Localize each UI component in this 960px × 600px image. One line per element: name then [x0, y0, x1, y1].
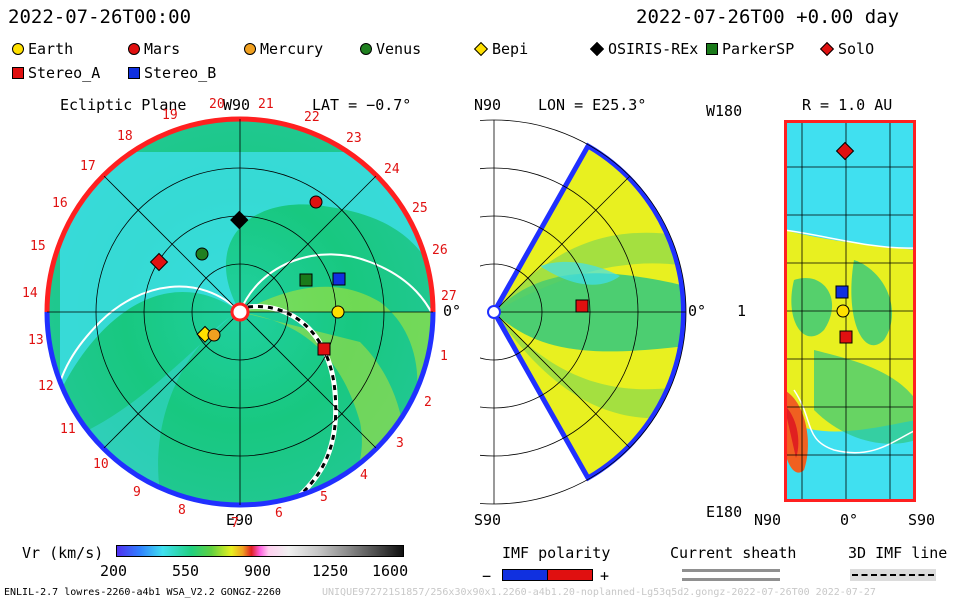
imf-3d-line-title: 3D IMF line — [848, 544, 948, 562]
meridional-right-label: 0° — [688, 302, 707, 320]
radial-bottom-left-label: E180 — [706, 503, 743, 521]
ecliptic-bottom-label: E90 — [226, 511, 254, 529]
ecliptic-plane-plot — [44, 116, 436, 508]
meridional-bottom-label: S90 — [474, 511, 502, 529]
radial-mid-left-label: 1 — [737, 302, 747, 320]
legend-venus: Venus — [360, 40, 421, 58]
ecliptic-lat-label: LAT = −0.7° — [312, 96, 412, 114]
colorbar-title: Vr (km/s) — [22, 544, 104, 562]
ecliptic-right-label: 0° — [443, 302, 462, 320]
legend-osiris-rex: OSIRIS-REx — [589, 40, 698, 58]
solo-marker-icon — [819, 41, 835, 57]
radial-x-label-n90: N90 — [754, 511, 782, 529]
osiris-rex-position — [230, 210, 249, 230]
velocity-colorbar — [116, 545, 404, 557]
datetime-left: 2022-07-26T00:00 — [8, 6, 192, 28]
imf-plus-label: + — [600, 567, 610, 585]
radial-x-label-0: 0° — [840, 511, 859, 529]
legend-earth: Earth — [12, 40, 73, 58]
osiris-rex-marker-icon — [589, 41, 605, 57]
venus-marker-icon — [360, 43, 372, 55]
legend-mars: Mars — [128, 40, 180, 58]
legend-solo: SolO — [819, 40, 874, 58]
imf-negative-swatch — [502, 569, 548, 581]
bepi-marker-icon — [473, 41, 489, 57]
parkersp-marker-icon — [706, 43, 718, 55]
legend-stereo-a: Stereo_A — [12, 64, 100, 82]
current-sheath-title: Current sheath — [670, 544, 797, 562]
mars-marker-icon — [128, 43, 140, 55]
ecliptic-top-label: W90 — [223, 96, 251, 114]
current-sheath-swatch — [682, 569, 780, 581]
earth-marker-icon — [12, 43, 24, 55]
legend-stereo-b: Stereo_B — [128, 64, 216, 82]
radial-x-label-s90: S90 — [908, 511, 936, 529]
imf-polarity-title: IMF polarity — [502, 544, 611, 562]
ecliptic-title: Ecliptic Plane — [60, 96, 187, 114]
meridional-lon-label: LON = E25.3° — [538, 96, 647, 114]
radial-top-left-label: W180 — [706, 102, 743, 120]
imf-minus-label: − — [482, 567, 492, 585]
meridional-plane-plot — [480, 119, 687, 505]
stereo-a-marker-icon — [12, 67, 24, 79]
mercury-marker-icon — [244, 43, 256, 55]
legend-bepi: Bepi — [473, 40, 528, 58]
footer-model-info: ENLIL-2.7 lowres-2260-a4b1 WSA_V2.2 GONG… — [4, 587, 281, 598]
imf-3d-line-dashes — [852, 574, 934, 576]
stereo-b-marker-icon — [128, 67, 140, 79]
radial-r-label: R = 1.0 AU — [802, 96, 893, 114]
colorbar-tick-200: 200 — [100, 562, 128, 580]
colorbar-tick-1600: 1600 — [372, 562, 409, 580]
colorbar-tick-1250: 1250 — [312, 562, 349, 580]
legend-mercury: Mercury — [244, 40, 323, 58]
colorbar-tick-550: 550 — [172, 562, 200, 580]
radial-map-plot — [784, 120, 916, 502]
legend-parkersp: ParkerSP — [706, 40, 794, 58]
datetime-right: 2022-07-26T00 +0.00 day — [636, 6, 900, 28]
imf-positive-swatch — [547, 569, 593, 581]
meridional-top-label: N90 — [474, 96, 502, 114]
footer-run-id: UNIQUE972721S1857/256x30x90x1.2260-a4b1.… — [322, 587, 876, 598]
colorbar-tick-900: 900 — [244, 562, 272, 580]
